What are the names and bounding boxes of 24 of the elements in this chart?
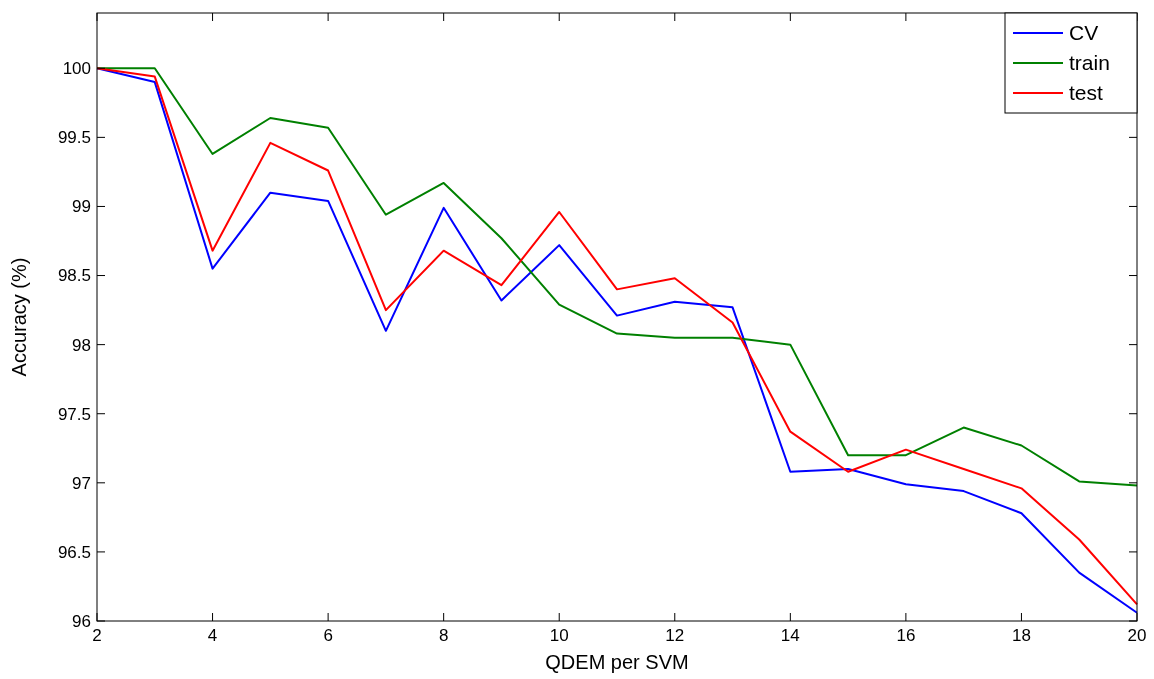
x-tick-label: 10 [549, 626, 569, 645]
legend-label: train [1069, 51, 1110, 75]
x-tick-label: 20 [1127, 626, 1147, 645]
y-tick-label: 96.5 [57, 542, 91, 562]
y-tick-label: 99.5 [57, 128, 91, 148]
x-tick-label: 18 [1011, 626, 1031, 645]
y-tick-label: 100 [62, 59, 91, 79]
legend-label: test [1069, 81, 1104, 105]
y-tick-label: 99 [72, 197, 91, 217]
y-tick-label: 98 [72, 335, 91, 355]
y-axis-title: Accuracy (%) [8, 257, 30, 377]
x-tick-label: 2 [92, 626, 102, 645]
y-tick-label: 98.5 [57, 266, 91, 286]
x-tick-label: 14 [780, 626, 800, 645]
x-tick-label: 4 [207, 626, 218, 645]
x-tick-label: 12 [665, 626, 685, 645]
x-tick-label: 8 [438, 626, 449, 645]
legend-label: CV [1069, 21, 1099, 45]
x-tick-label: 6 [323, 626, 333, 645]
y-tick-label: 97 [72, 473, 91, 493]
y-tick-label: 97.5 [57, 404, 91, 424]
x-tick-label: 16 [896, 626, 916, 645]
x-axis-title: QDEM per SVM [545, 651, 689, 673]
y-tick-label: 96 [72, 611, 91, 631]
